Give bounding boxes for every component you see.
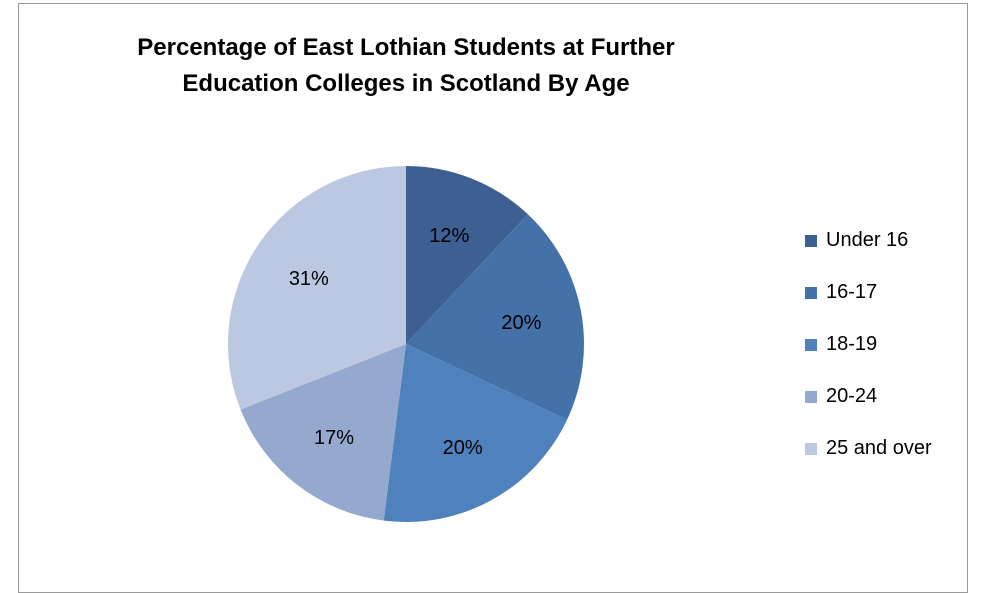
legend-swatch-16-17 bbox=[805, 287, 817, 299]
legend-swatch-18-19 bbox=[805, 339, 817, 351]
legend-swatch-25-and-over bbox=[805, 443, 817, 455]
slice-label-25-and-over: 31% bbox=[289, 268, 329, 290]
chart-title-line-1: Percentage of East Lothian Students at F… bbox=[137, 34, 675, 61]
pie-slice-18-19 bbox=[383, 344, 568, 523]
legend-label-25-and-over: 25 and over bbox=[826, 437, 932, 459]
chart-title: Percentage of East Lothian Students at F… bbox=[0, 30, 812, 102]
slice-label-under-16: 12% bbox=[429, 225, 469, 247]
pie-slice-under-16 bbox=[406, 166, 528, 344]
pie-slice-16-17 bbox=[406, 214, 584, 420]
chart-title-line-2: Education Colleges in Scotland By Age bbox=[182, 70, 630, 97]
legend-swatch-20-24 bbox=[805, 391, 817, 403]
legend-label-20-24: 20-24 bbox=[826, 385, 878, 407]
legend-label-under-16: Under 16 bbox=[826, 229, 909, 251]
pie-chart: 12% 20% 20% 17% 31% bbox=[228, 166, 584, 523]
legend-label-16-17: 16-17 bbox=[826, 281, 878, 303]
slice-label-16-17: 20% bbox=[501, 312, 541, 334]
slice-label-18-19: 20% bbox=[443, 437, 483, 459]
legend-label-18-19: 18-19 bbox=[826, 333, 878, 355]
slice-label-20-24: 17% bbox=[314, 427, 354, 449]
pie-slice-20-24 bbox=[240, 344, 406, 521]
pie-slice-25-and-over bbox=[228, 166, 406, 410]
legend-swatch-under-16 bbox=[805, 235, 817, 247]
